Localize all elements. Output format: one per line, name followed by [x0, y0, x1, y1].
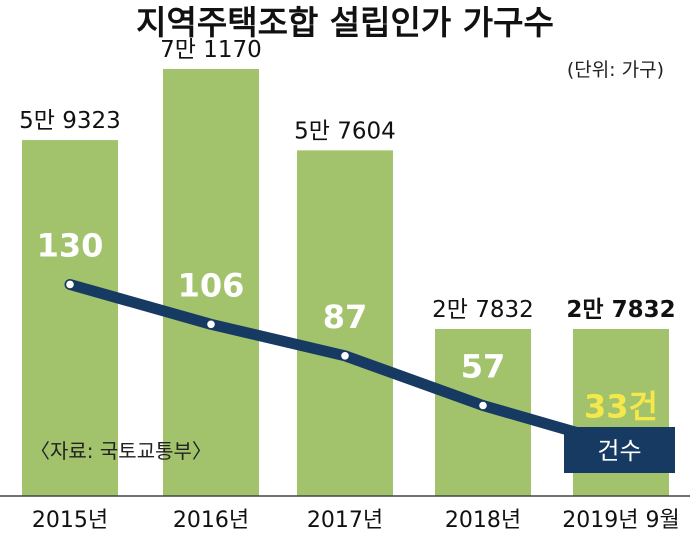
bar-value-label-4: 2만 7832: [432, 297, 534, 323]
x-tick-label-5: 2019년 9월: [562, 508, 679, 533]
line-value-label-3: 87: [323, 298, 368, 336]
bar-value-label-1: 5만 9323: [19, 108, 121, 134]
source-note: 〈자료: 국토교통부〉: [30, 439, 212, 463]
line-point-4: [479, 401, 487, 410]
bar-value-label-2: 7만 1170: [160, 37, 262, 63]
chart-title: 지역주택조합 설립인가 가구수: [136, 3, 554, 42]
x-axis-tick-labels: 2015년 2016년 2017년 2018년 2019년 9월: [32, 508, 680, 533]
unit-label: (단위: 가구): [567, 59, 664, 81]
bar-3: [297, 150, 393, 496]
legend-label: 건수: [597, 437, 641, 465]
bar-value-label-5: 2만 7832: [566, 297, 675, 323]
line-value-labels: 130 106 87 57 33건: [37, 226, 658, 425]
line-point-2: [207, 320, 215, 329]
bar-group: [22, 68, 669, 496]
x-tick-label-2: 2016년: [173, 508, 249, 533]
bar-value-label-3: 5만 7604: [294, 118, 396, 144]
x-tick-label-3: 2017년: [307, 508, 383, 533]
bar-value-labels: 5만 9323 7만 1170 5만 7604 2만 7832 2만 7832: [19, 37, 675, 323]
bar-1: [22, 140, 118, 496]
line-value-label-1: 130: [37, 226, 104, 264]
bar-2: [163, 68, 259, 496]
x-tick-label-4: 2018년: [445, 508, 521, 533]
line-value-label-5: 33건: [584, 387, 658, 425]
legend: 건수: [564, 427, 675, 473]
legend-box: [564, 427, 675, 473]
line-value-label-4: 57: [461, 348, 506, 386]
line-point-3: [341, 351, 349, 360]
line-series: [64, 279, 627, 451]
line-value-label-2: 106: [178, 266, 245, 304]
line-point-1: [66, 280, 74, 289]
x-tick-label-1: 2015년: [32, 508, 108, 533]
